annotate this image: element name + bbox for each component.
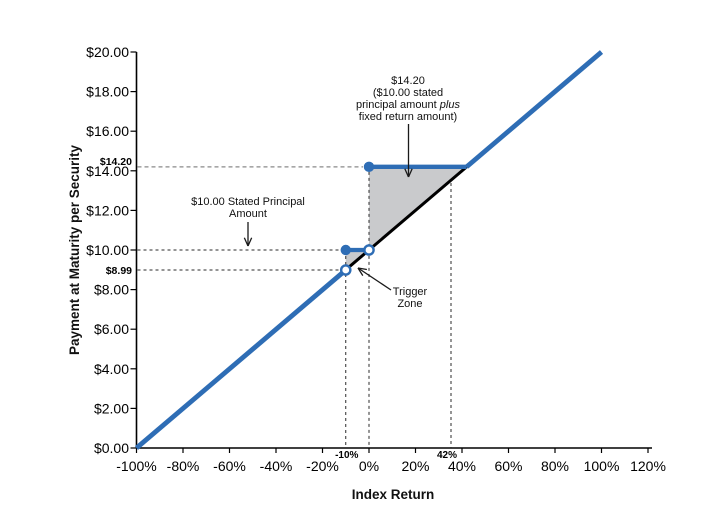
fixed-return-annotation-line3-italic: plus: [439, 99, 460, 111]
guide-value-label-y: $8.99: [106, 265, 132, 277]
fixed-return-annotation-line1: $14.20: [391, 75, 425, 87]
x-tick-label: 40%: [448, 458, 476, 474]
fixed-return-annotation-line3: principal amount plus: [306, 99, 510, 111]
y-tick-label: $18.00: [86, 84, 129, 100]
annotation-arrowhead: [357, 267, 364, 276]
annotation-arrowhead: [404, 168, 410, 178]
data-point-filled: [363, 161, 375, 173]
stated-principal-annotation-line2: Amount: [229, 208, 267, 220]
fixed-return-annotation-line2: ($10.00 stated: [372, 87, 444, 99]
trigger-zone-annotation-line1: Trigger: [392, 286, 428, 298]
y-tick-label: $8.00: [94, 282, 129, 298]
trigger-zone-annotation-line2: Zone: [397, 298, 423, 310]
y-tick-label: $16.00: [86, 123, 129, 139]
y-tick-label: $4.00: [94, 361, 129, 377]
fixed-return-annotation-line4: fixed return amount): [358, 111, 458, 123]
y-tick-label: $14.00: [86, 163, 129, 179]
y-axis-title: Payment at Maturity per Security: [67, 144, 82, 356]
stated-principal-annotation-line1: $10.00 Stated Principal: [191, 196, 305, 208]
guide-value-label-x: 42%: [437, 450, 457, 461]
annotation-arrowhead: [243, 237, 249, 247]
x-tick-label: -100%: [116, 458, 156, 474]
y-tick-label: $6.00: [94, 321, 129, 337]
y-tick-label: $12.00: [86, 202, 129, 218]
data-point-open: [363, 244, 375, 256]
y-tick-label: $20.00: [86, 44, 129, 60]
x-tick-label: -60%: [213, 458, 246, 474]
payoff-line-segment: [134, 268, 348, 450]
x-tick-label: 0%: [359, 458, 379, 474]
guide-value-label-x: -10%: [335, 450, 358, 461]
y-tick-label: $0.00: [94, 440, 129, 456]
x-tick-label: 120%: [630, 458, 666, 474]
x-tick-label: 100%: [584, 458, 620, 474]
x-tick-label: 60%: [494, 458, 522, 474]
x-tick-label: 20%: [401, 458, 429, 474]
x-tick-label: -80%: [167, 458, 200, 474]
y-tick-label: $10.00: [86, 242, 129, 258]
payoff-line-segment: [465, 50, 604, 169]
guide-value-label-y: $14.20: [100, 156, 132, 168]
trigger-zone-annotation: Trigger Zone: [373, 286, 447, 310]
annotation-arrowhead: [247, 237, 253, 247]
stated-principal-annotation: $10.00 Stated Principal Amount: [158, 196, 338, 220]
annotation-arrowhead: [407, 168, 413, 178]
data-point-filled: [340, 244, 351, 256]
fixed-return-annotation: $14.20 ($10.00 stated principal amount p…: [306, 75, 510, 123]
x-tick-label: 80%: [541, 458, 569, 474]
x-tick-label: -20%: [306, 458, 339, 474]
annotation-arrowhead: [357, 267, 367, 271]
annotation-arrow-shaft: [357, 267, 392, 291]
data-point-open: [339, 264, 352, 276]
x-axis-title: Index Return: [351, 487, 435, 502]
y-tick-label: $2.00: [94, 400, 129, 416]
x-tick-label: -40%: [260, 458, 293, 474]
fixed-return-annotation-line3-text: principal amount: [356, 99, 440, 111]
